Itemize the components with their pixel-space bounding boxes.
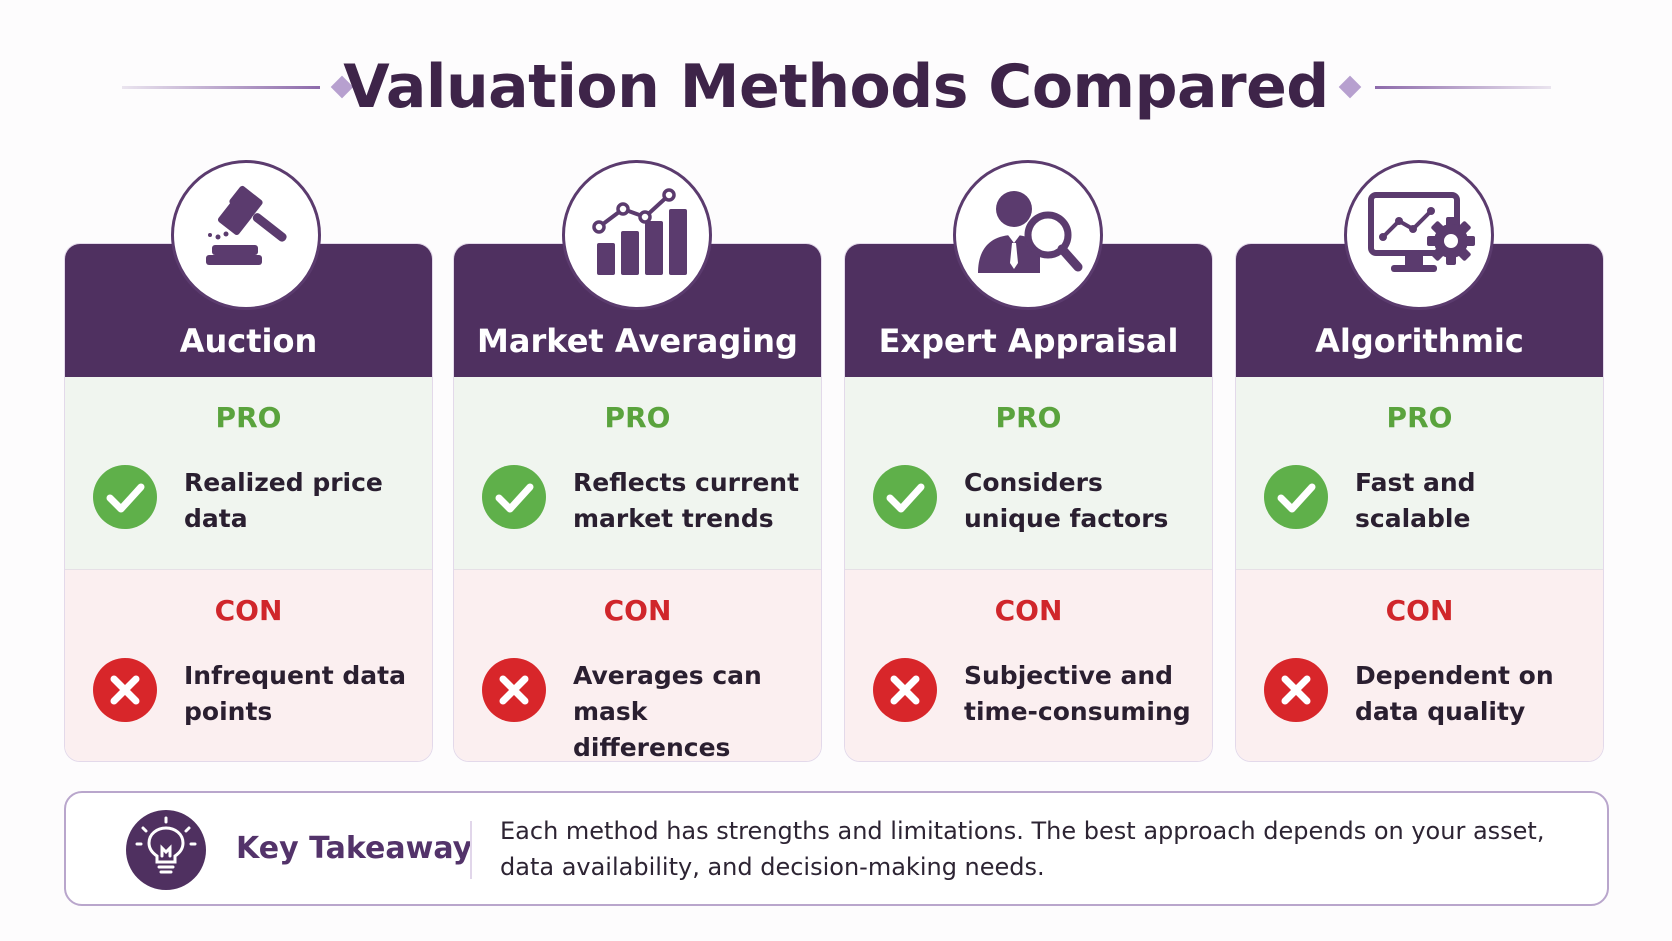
pro-label: PRO bbox=[1386, 401, 1453, 434]
divider bbox=[470, 821, 472, 879]
pro-section: PRO Fast and scalable bbox=[1236, 377, 1603, 570]
method-card-algorithmic: Algorithmic PRO Fast and scalable CON De… bbox=[1235, 243, 1604, 762]
takeaway-text: Each method has strengths and limitation… bbox=[500, 817, 1545, 881]
key-takeaway-box: Key Takeaway Each method has strengths a… bbox=[64, 791, 1609, 906]
check-icon bbox=[1264, 465, 1328, 529]
pro-text: Reflects current market trends bbox=[573, 468, 800, 533]
check-icon bbox=[482, 465, 546, 529]
x-icon bbox=[873, 658, 937, 722]
con-label: CON bbox=[994, 594, 1063, 627]
pro-label: PRO bbox=[604, 401, 671, 434]
con-label: CON bbox=[603, 594, 672, 627]
card-header: Expert Appraisal bbox=[845, 244, 1212, 377]
expert-magnifier-icon bbox=[953, 160, 1103, 310]
monitor-gear-icon bbox=[1344, 160, 1494, 310]
pro-section: PRO Realized price data bbox=[65, 377, 432, 570]
con-text: Subjective and time-consuming bbox=[964, 661, 1191, 726]
method-card-auction: Auction PRO Realized price data CON Infr… bbox=[64, 243, 433, 762]
check-icon bbox=[93, 465, 157, 529]
lightbulb-icon bbox=[126, 810, 206, 890]
method-name: Algorithmic bbox=[1315, 322, 1524, 360]
con-text: Dependent on data quality bbox=[1355, 661, 1554, 726]
x-icon bbox=[482, 658, 546, 722]
pro-text: Considers unique factors bbox=[964, 468, 1169, 533]
title-rule-right bbox=[1375, 86, 1551, 89]
pro-section: PRO Considers unique factors bbox=[845, 377, 1212, 570]
method-card-expert-appraisal: Expert Appraisal PRO Considers unique fa… bbox=[844, 243, 1213, 762]
con-section: CON Subjective and time-consuming bbox=[845, 570, 1212, 761]
title-rule-left bbox=[122, 86, 320, 89]
bar-chart-trend-icon bbox=[562, 160, 712, 310]
page-title: Valuation Methods Compared bbox=[343, 52, 1329, 122]
con-text: Averages can mask differences bbox=[573, 661, 762, 762]
pro-label: PRO bbox=[215, 401, 282, 434]
pro-label: PRO bbox=[995, 401, 1062, 434]
method-card-market-averaging: Market Averaging PRO Reflects current ma… bbox=[453, 243, 822, 762]
takeaway-label: Key Takeaway bbox=[236, 831, 473, 866]
con-section: CON Infrequent data points bbox=[65, 570, 432, 761]
con-text: Infrequent data points bbox=[184, 661, 406, 726]
pro-section: PRO Reflects current market trends bbox=[454, 377, 821, 570]
title-row: Valuation Methods Compared bbox=[0, 40, 1672, 140]
method-name: Expert Appraisal bbox=[878, 322, 1179, 360]
x-icon bbox=[1264, 658, 1328, 722]
x-icon bbox=[93, 658, 157, 722]
con-section: CON Dependent on data quality bbox=[1236, 570, 1603, 761]
method-name: Market Averaging bbox=[477, 322, 798, 360]
pro-text: Realized price data bbox=[184, 468, 383, 533]
con-label: CON bbox=[214, 594, 283, 627]
gavel-icon bbox=[171, 160, 321, 310]
method-name: Auction bbox=[179, 322, 318, 360]
check-icon bbox=[873, 465, 937, 529]
pro-text: Fast and scalable bbox=[1355, 468, 1476, 533]
con-section: CON Averages can mask differences bbox=[454, 570, 821, 762]
con-label: CON bbox=[1385, 594, 1454, 627]
